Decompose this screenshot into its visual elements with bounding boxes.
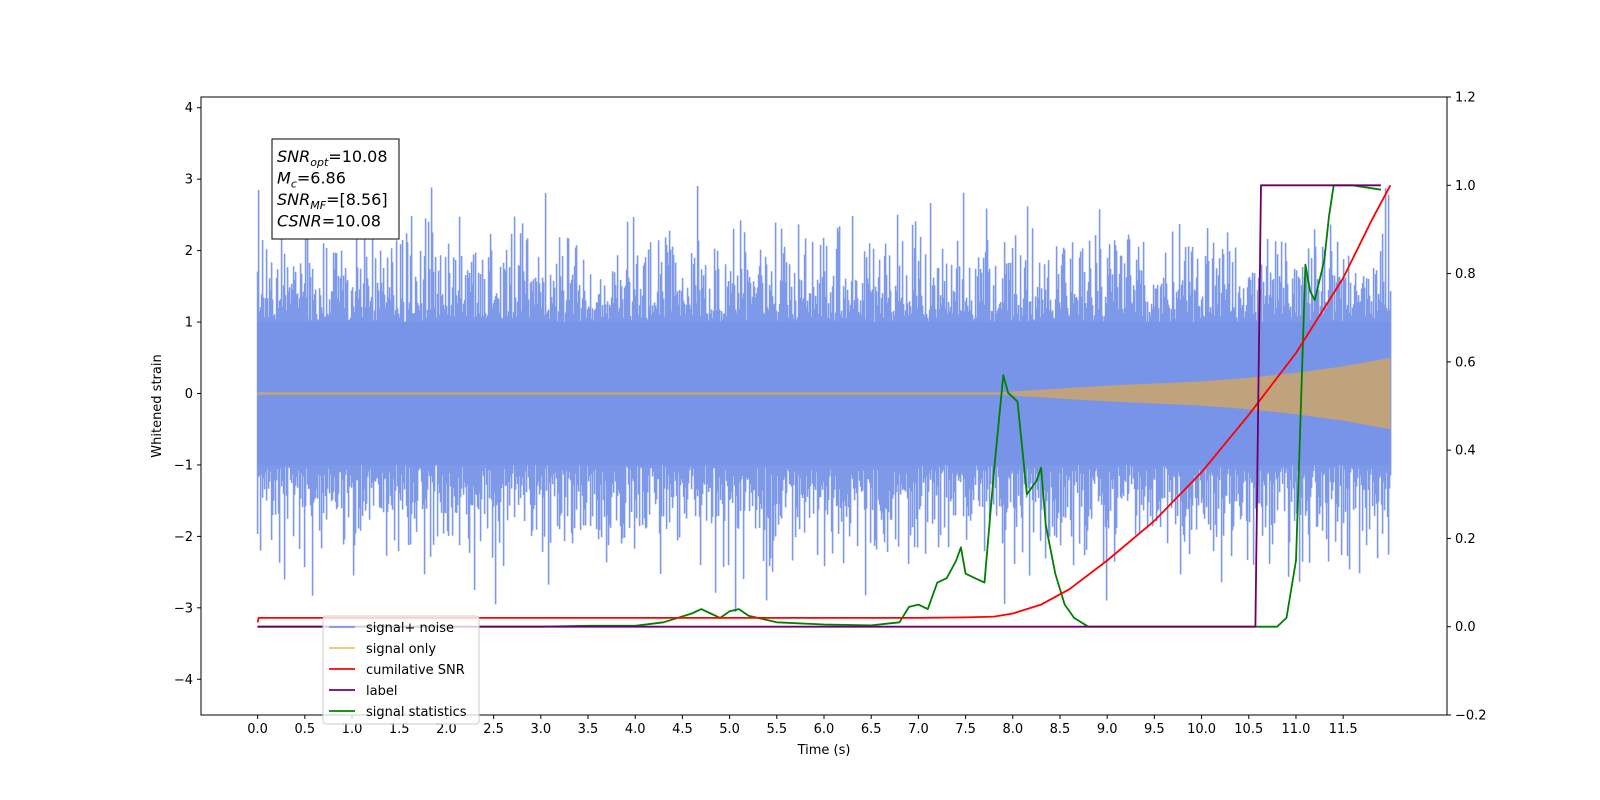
y-axis-label: Whitened strain <box>150 354 165 457</box>
snr-opt-value: 10.08 <box>342 147 388 166</box>
x-tick-label: 5.5 <box>766 722 787 737</box>
y2-tick-label: −0.2 <box>1455 709 1487 724</box>
x-tick-label: 3.0 <box>530 722 551 737</box>
series-signal-only <box>257 357 1391 430</box>
x-tick-label: 11.0 <box>1281 722 1310 737</box>
x-tick-label: 4.0 <box>625 722 646 737</box>
x-axis: 0.0 0.5 1.0 1.5 2.0 2.5 3.0 3.5 4.0 4.5 5.0 5.5 6.0 6… <box>247 715 1358 737</box>
x-tick-label: 8.5 <box>1050 722 1071 737</box>
x-tick-label: 6.0 <box>814 722 835 737</box>
x-tick-label: 7.0 <box>908 722 929 737</box>
series-signal-statistics <box>257 184 1382 628</box>
mc-value: 6.86 <box>310 169 346 188</box>
x-tick-label: 0.0 <box>247 722 268 737</box>
x-tick-label: 10.0 <box>1187 722 1216 737</box>
y-tick-label: 1 <box>185 316 193 331</box>
legend-label: signal+ noise <box>366 621 454 636</box>
x-tick-label: 9.0 <box>1097 722 1118 737</box>
y-tick-label: 3 <box>185 173 193 188</box>
y-tick-label: −2 <box>174 530 193 545</box>
y-tick-label: −1 <box>174 458 193 473</box>
y2-tick-label: 0.4 <box>1455 444 1476 459</box>
y-tick-label: −4 <box>174 673 193 688</box>
x-tick-label: 0.5 <box>294 722 315 737</box>
y-tick-label: 4 <box>185 101 193 116</box>
series-cumulative-snr <box>256 184 1392 623</box>
annotation-csnr: CSNR=10.08 <box>277 212 381 231</box>
annotation-box: SNRopt=10.08 Mc=6.86 SNRMF=[8.56] CSNR=1… <box>271 138 400 240</box>
x-tick-label: 10.5 <box>1234 722 1263 737</box>
x-tick-label: 2.5 <box>483 722 504 737</box>
snr-mf-value: [8.56] <box>339 190 387 209</box>
x-tick-label: 9.5 <box>1144 722 1165 737</box>
y2-tick-label: 0.0 <box>1455 620 1476 635</box>
annotation-frame <box>271 138 400 240</box>
annotation-snr-opt: SNRopt=10.08 <box>277 147 388 169</box>
x-tick-label: 7.5 <box>955 722 976 737</box>
x-tick-label: 1.5 <box>389 722 410 737</box>
x-axis-label: Time (s) <box>797 743 851 758</box>
y2-tick-label: 1.2 <box>1455 91 1476 106</box>
plot-area <box>256 184 1392 628</box>
x-tick-label: 5.0 <box>719 722 740 737</box>
y-tick-label: 2 <box>185 244 193 259</box>
x-tick-label: 6.5 <box>861 722 882 737</box>
legend-label: label <box>366 684 397 699</box>
x-tick-label: 11.5 <box>1329 722 1358 737</box>
y-tick-label: −3 <box>174 601 193 616</box>
legend: signal+ noise signal only cumilative SNR la… <box>322 615 480 725</box>
legend-label: cumilative SNR <box>366 663 465 678</box>
legend-frame <box>322 615 480 725</box>
legend-label: signal statistics <box>366 705 467 720</box>
legend-label: signal only <box>366 642 436 657</box>
csnr-value: 10.08 <box>335 212 381 231</box>
y2-tick-label: 1.0 <box>1455 179 1476 194</box>
x-tick-label: 1.0 <box>342 722 363 737</box>
series-label <box>257 184 1381 628</box>
y2-tick-label: 0.6 <box>1455 355 1476 370</box>
x-tick-label: 8.0 <box>1002 722 1023 737</box>
y2-tick-label: 0.8 <box>1455 267 1476 282</box>
y-axis-left: −4 −3 −2 −1 0 1 2 3 4 <box>174 101 201 688</box>
annotation-mc: Mc=6.86 <box>277 169 346 191</box>
annotation-snr-mf: SNRMF=[8.56] <box>277 190 388 212</box>
y2-tick-label: 0.2 <box>1455 532 1476 547</box>
x-tick-label: 2.0 <box>436 722 457 737</box>
y-tick-label: 0 <box>185 387 193 402</box>
x-tick-label: 3.5 <box>578 722 599 737</box>
x-tick-label: 4.5 <box>672 722 693 737</box>
y-axis-right: −0.2 0.0 0.2 0.4 0.6 0.8 1.0 1.2 <box>1447 91 1487 724</box>
